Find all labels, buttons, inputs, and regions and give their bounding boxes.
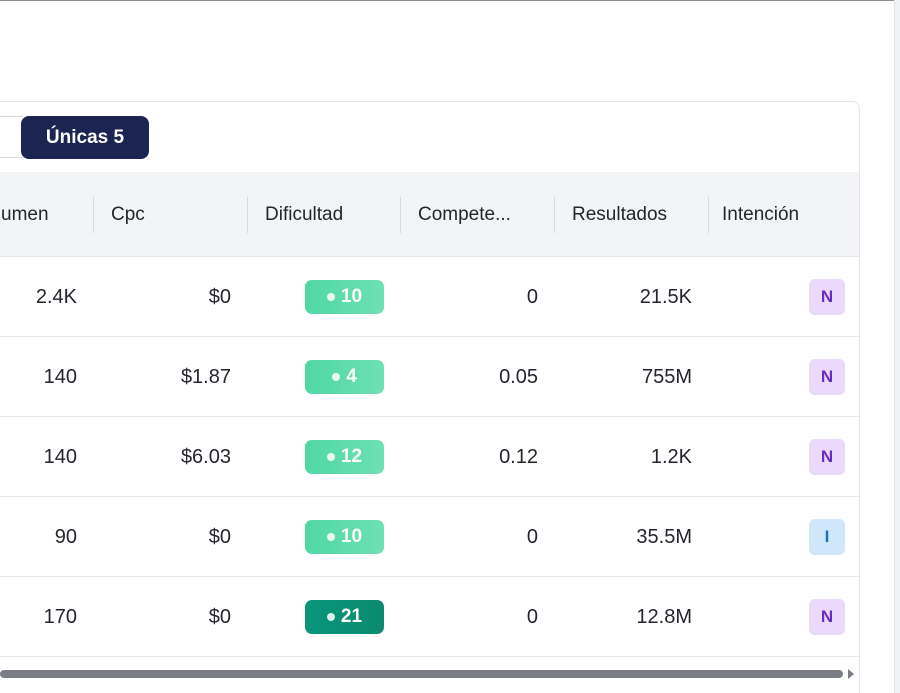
competition-cell: 0.12 [499, 445, 538, 468]
volume-cell: 90 [54, 525, 77, 548]
cpc-cell: $6.03 [180, 445, 231, 468]
horizontal-scrollbar[interactable] [0, 669, 858, 680]
column-divider[interactable] [708, 197, 709, 233]
difficulty-cell: 10 [305, 257, 384, 337]
column-header-intent[interactable]: Intención [722, 203, 800, 225]
column-header-volume[interactable]: umen [1, 203, 49, 225]
difficulty-dot-icon [326, 533, 335, 541]
results-cell: 12.8M [636, 605, 692, 628]
difficulty-dot-icon [326, 293, 335, 301]
difficulty-badge: 12 [305, 440, 384, 474]
difficulty-cell: 12 [305, 417, 384, 497]
intent-badge-navigational[interactable]: N [809, 599, 845, 635]
tab-previous-partial[interactable] [0, 116, 23, 158]
column-divider[interactable] [554, 197, 555, 233]
cpc-cell: $0 [208, 525, 231, 548]
difficulty-badge: 10 [305, 520, 384, 554]
intent-cell: I [809, 497, 845, 577]
results-cell: 755M [641, 365, 692, 388]
cpc-cell: $1.87 [180, 365, 231, 388]
table-row[interactable]: 90 $0 10 0 35.5M I [0, 497, 859, 577]
keyword-filter-tabs: Únicas 5 [0, 102, 859, 172]
table-row[interactable]: 170 $0 21 0 12.8M N [0, 577, 859, 657]
scrollbar-thumb[interactable] [0, 670, 843, 678]
cpc-cell: $0 [208, 605, 231, 628]
volume-cell: 140 [43, 365, 77, 388]
triangle-right-icon[interactable] [848, 669, 854, 679]
competition-cell: 0 [526, 525, 538, 548]
difficulty-dot-icon [326, 453, 335, 461]
volume-cell: 140 [43, 445, 77, 468]
difficulty-dot-icon [326, 613, 335, 621]
volume-cell: 2.4K [35, 285, 77, 308]
table-body: 2.4K $0 10 0 21.5K N 140 $1.87 4 0.05 75… [0, 257, 859, 657]
competition-cell: 0.05 [499, 365, 538, 388]
page-scroll-gutter[interactable] [894, 0, 900, 693]
intent-cell: N [809, 417, 845, 497]
keywords-table-card: Únicas 5 umen Cpc Dificultad Compete... … [0, 101, 860, 693]
column-divider[interactable] [400, 197, 401, 233]
intent-badge-navigational[interactable]: N [809, 279, 845, 315]
difficulty-badge: 10 [305, 280, 384, 314]
column-header-results[interactable]: Resultados [572, 203, 668, 225]
difficulty-badge: 21 [305, 600, 384, 634]
results-cell: 1.2K [650, 445, 692, 468]
table-row[interactable]: 140 $6.03 12 0.12 1.2K N [0, 417, 859, 497]
competition-cell: 0 [526, 285, 538, 308]
tab-unicas[interactable]: Únicas 5 [21, 116, 149, 159]
column-header-cpc[interactable]: Cpc [111, 203, 145, 225]
difficulty-dot-icon [332, 373, 341, 381]
tab-unicas-label: Únicas 5 [45, 126, 125, 148]
volume-cell: 170 [43, 605, 77, 628]
intent-cell: N [809, 577, 845, 657]
intent-badge-informational[interactable]: I [809, 519, 845, 555]
intent-badge-navigational[interactable]: N [809, 359, 845, 395]
intent-badge-navigational[interactable]: N [809, 439, 845, 475]
window-top-border [0, 0, 900, 1]
column-header-difficulty[interactable]: Dificultad [265, 203, 344, 225]
column-header-competition[interactable]: Compete... [418, 203, 511, 225]
table-row[interactable]: 140 $1.87 4 0.05 755M N [0, 337, 859, 417]
cpc-cell: $0 [208, 285, 231, 308]
column-divider[interactable] [93, 197, 94, 233]
table-header: umen Cpc Dificultad Compete... Resultado… [0, 172, 859, 257]
results-cell: 21.5K [639, 285, 692, 308]
difficulty-cell: 4 [305, 337, 384, 417]
intent-cell: N [809, 257, 845, 337]
difficulty-cell: 21 [305, 577, 384, 657]
difficulty-cell: 10 [305, 497, 384, 577]
table-row[interactable]: 2.4K $0 10 0 21.5K N [0, 257, 859, 337]
column-divider[interactable] [247, 197, 248, 233]
difficulty-badge: 4 [305, 360, 384, 394]
competition-cell: 0 [526, 605, 538, 628]
intent-cell: N [809, 337, 845, 417]
results-cell: 35.5M [636, 525, 692, 548]
